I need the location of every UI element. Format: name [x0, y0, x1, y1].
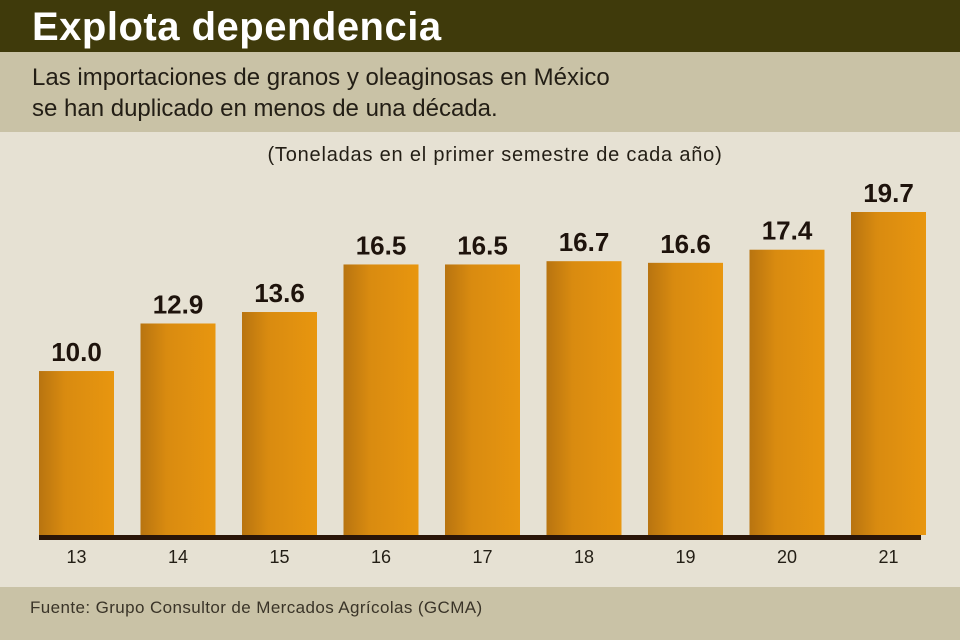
subtitle-line-2: se han duplicado en menos de una década.	[32, 95, 498, 122]
header-bar	[0, 0, 960, 52]
bar-19	[648, 262, 723, 535]
bar-15	[242, 312, 317, 535]
source-note: Fuente: Grupo Consultor de Mercados Agrí…	[30, 598, 483, 617]
value-label-17: 16.5	[457, 230, 508, 260]
value-label-18: 16.7	[559, 227, 610, 257]
chart-subtitle: Las importaciones de granos y oleaginosa…	[32, 62, 610, 124]
unit-note: (Toneladas en el primer semestre de cada…	[267, 144, 723, 166]
x-tick-label-17: 17	[472, 547, 492, 567]
subtitle-line-1: Las importaciones de granos y oleaginosa…	[32, 64, 610, 91]
value-label-14: 12.9	[153, 289, 204, 319]
bars-group	[39, 212, 926, 535]
bar-16	[343, 264, 419, 535]
x-tick-label-15: 15	[269, 547, 289, 567]
x-tick-label-16: 16	[371, 547, 391, 567]
value-label-15: 13.6	[254, 278, 305, 308]
x-tick-label-20: 20	[777, 547, 797, 567]
x-tick-label-13: 13	[66, 547, 86, 567]
value-label-16: 16.5	[356, 230, 407, 260]
bar-18	[546, 261, 622, 535]
x-tick-labels-group: 13 14 15 16 17 18 19 20 21	[66, 547, 898, 567]
value-label-20: 17.4	[762, 216, 813, 246]
bar-13	[39, 371, 114, 535]
x-tick-label-18: 18	[574, 547, 594, 567]
footer-band	[0, 587, 960, 640]
bar-17	[445, 264, 520, 535]
bar-21	[851, 212, 926, 535]
subtitle-band	[0, 52, 960, 132]
x-tick-label-19: 19	[675, 547, 695, 567]
x-tick-label-14: 14	[168, 547, 188, 567]
value-labels-group: 10.0 12.9 13.6 16.5 16.5 16.7 16.6 17.4 19.7	[51, 178, 914, 367]
chart-title: Explota dependencia	[32, 5, 442, 49]
value-label-19: 16.6	[660, 229, 711, 259]
x-tick-label-21: 21	[878, 547, 898, 567]
bar-20	[749, 249, 825, 535]
value-label-13: 10.0	[51, 337, 102, 367]
bar-14	[140, 323, 216, 535]
x-axis-line	[39, 535, 921, 540]
value-label-21: 19.7	[863, 178, 914, 208]
